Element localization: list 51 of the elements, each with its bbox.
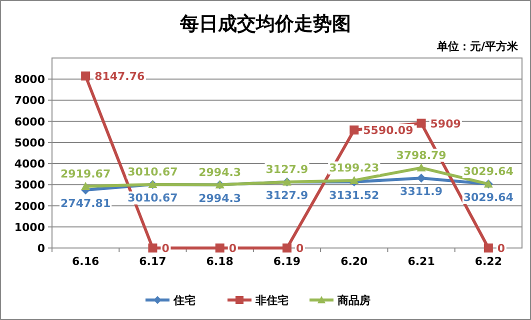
data-label: 8147.76 bbox=[94, 70, 146, 83]
data-label: 3131.52 bbox=[329, 188, 380, 202]
point bbox=[282, 244, 292, 252]
data-label: 2994.3 bbox=[198, 166, 242, 179]
point bbox=[416, 118, 426, 128]
legend-label: 住宅 bbox=[172, 294, 196, 307]
data-label: 3029.64 bbox=[463, 191, 514, 204]
data-label: 0 bbox=[296, 242, 304, 255]
x-tick-label: 6.17 bbox=[139, 255, 166, 268]
data-label: 0 bbox=[228, 242, 237, 255]
point bbox=[416, 163, 426, 172]
y-tick-label: 1000 bbox=[14, 220, 46, 234]
x-tick-label: 6.18 bbox=[206, 255, 234, 268]
point bbox=[81, 182, 90, 190]
data-label: 2919.67 bbox=[60, 167, 111, 180]
point bbox=[215, 244, 224, 252]
data-label: 3127.9 bbox=[266, 162, 308, 176]
data-label: 3127.9 bbox=[266, 188, 308, 202]
legend-label: 非住宅 bbox=[254, 294, 288, 307]
data-label: 5909 bbox=[430, 117, 461, 130]
data-label: 3029.64 bbox=[463, 165, 514, 178]
legend-label: 商品房 bbox=[336, 294, 370, 307]
x-tick-label: 6.22 bbox=[474, 255, 502, 268]
point bbox=[81, 71, 90, 80]
y-tick-label: 2000 bbox=[14, 200, 46, 213]
chart-title: 每日成交均价走势图 bbox=[179, 13, 351, 35]
data-label: 3010.67 bbox=[128, 165, 178, 178]
y-tick-label: 7000 bbox=[14, 94, 46, 108]
x-tick-label: 6.21 bbox=[408, 255, 435, 268]
x-tick-label: 6.20 bbox=[340, 255, 368, 268]
data-label: 5590.09 bbox=[363, 124, 414, 137]
point bbox=[484, 244, 493, 252]
y-tick-label: 5000 bbox=[14, 136, 46, 150]
point bbox=[350, 125, 359, 134]
data-label: 2994.3 bbox=[198, 192, 242, 205]
text: 单位：元/平方米 bbox=[436, 40, 519, 53]
data-label: 3199.23 bbox=[329, 161, 380, 174]
data-label: 3010.67 bbox=[128, 191, 178, 204]
y-tick-label: 4000 bbox=[14, 158, 46, 171]
y-tick-label: 0 bbox=[37, 242, 46, 255]
data-label: 0 bbox=[162, 242, 170, 255]
data-label: 3311.9 bbox=[400, 185, 443, 198]
data-label: 2747.81 bbox=[60, 196, 111, 210]
x-tick-label: 6.19 bbox=[273, 255, 301, 268]
y-tick-label: 8000 bbox=[14, 73, 46, 86]
data-label: 0 bbox=[497, 242, 506, 255]
point bbox=[148, 244, 158, 252]
data-label: 3798.79 bbox=[396, 148, 446, 162]
y-tick-label: 6000 bbox=[14, 115, 46, 128]
x-tick-label: 6.16 bbox=[72, 255, 100, 268]
y-tick-label: 3000 bbox=[14, 178, 46, 192]
